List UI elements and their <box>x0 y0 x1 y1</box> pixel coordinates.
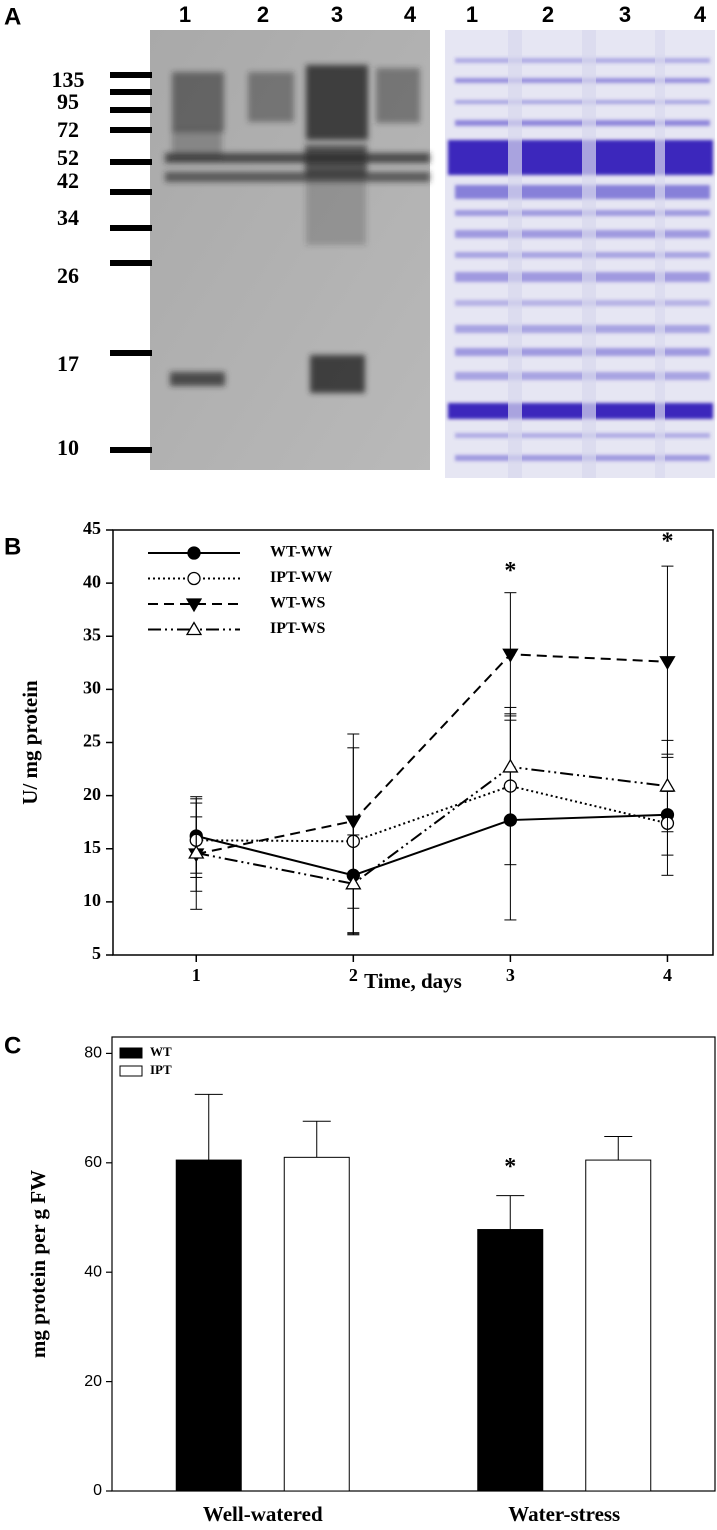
y-axis-label: mg protein per g FW <box>26 1170 50 1358</box>
lane-label: 2 <box>542 2 554 27</box>
lane-label: 3 <box>619 2 631 27</box>
marker <box>345 815 362 830</box>
legend-swatch <box>119 1047 143 1059</box>
x-tick-label: 1 <box>192 965 201 985</box>
lane-label: 3 <box>331 2 343 27</box>
marker-band <box>110 107 152 113</box>
y-tick-label: 5 <box>92 943 101 963</box>
marker-band <box>110 159 152 165</box>
marker <box>345 875 362 890</box>
marker <box>502 758 519 773</box>
marker <box>659 656 676 671</box>
y-tick-label: 45 <box>83 518 101 538</box>
error-bar <box>496 1195 525 1230</box>
y-tick-label: 40 <box>83 571 101 591</box>
y-tick-label: 10 <box>83 890 101 910</box>
x-tick-label: Water-stress <box>508 1502 620 1526</box>
panel-label: B <box>4 533 21 560</box>
marker-band <box>110 127 152 133</box>
x-tick-label: 2 <box>349 965 358 985</box>
marker-band <box>110 189 152 195</box>
plot-frame <box>111 1036 716 1492</box>
series-line <box>196 813 668 877</box>
error-bar <box>194 1093 223 1161</box>
marker-band <box>110 260 152 266</box>
y-tick-label: 15 <box>83 837 101 857</box>
marker-band <box>110 72 152 78</box>
x-tick-label: Well-watered <box>203 1502 323 1526</box>
marker <box>659 777 676 792</box>
legend-label: IPT <box>150 1062 172 1077</box>
marker-band <box>110 89 152 95</box>
bar <box>585 1159 652 1492</box>
marker <box>188 844 205 859</box>
y-axis-label: U/ mg protein <box>18 680 42 805</box>
plot-frame <box>112 529 714 956</box>
marker-label: 17 <box>57 351 79 376</box>
y-tick-label: 30 <box>83 678 101 698</box>
lane-label: 1 <box>466 2 478 27</box>
bar <box>283 1156 350 1492</box>
y-tick-label: 60 <box>84 1154 102 1171</box>
marker <box>187 571 201 586</box>
annotation: * <box>504 558 516 584</box>
legend-label: WT-WW <box>270 544 333 561</box>
bar <box>175 1159 242 1492</box>
x-tick-label: 3 <box>506 965 515 985</box>
legend-label: WT <box>150 1044 172 1059</box>
y-tick-label: 80 <box>84 1045 102 1062</box>
series-line <box>196 765 668 885</box>
marker-label: 72 <box>57 117 79 142</box>
error-bar <box>604 1136 633 1161</box>
y-tick-label: 20 <box>84 1373 102 1390</box>
legend-label: WT-WS <box>270 595 326 612</box>
y-tick-label: 20 <box>83 784 101 804</box>
marker-label: 10 <box>57 435 79 460</box>
lane-label: 2 <box>257 2 269 27</box>
x-tick-label: 4 <box>663 965 672 985</box>
marker <box>502 648 519 663</box>
annotation: * <box>661 528 673 554</box>
y-tick-label: 40 <box>84 1263 102 1280</box>
legend-swatch <box>119 1065 143 1077</box>
marker <box>185 598 203 613</box>
marker-band <box>110 350 152 356</box>
marker-band <box>110 447 152 453</box>
marker-band <box>110 225 152 231</box>
panel-label: C <box>4 1032 21 1059</box>
lane-label: 4 <box>694 2 707 27</box>
marker-label: 34 <box>57 205 79 230</box>
lane-label: 4 <box>404 2 417 27</box>
marker <box>187 546 201 560</box>
error-bar <box>302 1120 331 1158</box>
western-blot <box>150 30 715 478</box>
y-tick-label: 35 <box>83 624 101 644</box>
y-tick-label: 25 <box>83 731 101 751</box>
marker-label: 52 <box>57 145 79 170</box>
annotation: * <box>504 1154 516 1180</box>
marker-label: 95 <box>57 89 79 114</box>
marker <box>185 621 203 636</box>
marker-label: 26 <box>57 263 79 288</box>
bar <box>477 1229 544 1492</box>
series-line <box>196 785 668 843</box>
x-axis-label: Time, days <box>364 969 462 993</box>
marker-label: 135 <box>52 67 85 92</box>
panel-label: A <box>4 3 21 30</box>
y-tick-label: 0 <box>93 1482 102 1499</box>
series-line <box>196 653 668 856</box>
lane-label: 1 <box>179 2 191 27</box>
legend-label: IPT-WW <box>270 569 333 586</box>
legend-label: IPT-WS <box>270 620 326 637</box>
marker-label: 42 <box>57 168 79 193</box>
